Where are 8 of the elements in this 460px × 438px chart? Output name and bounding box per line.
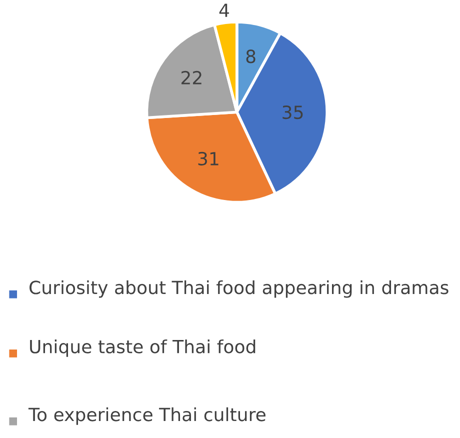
data-label: 31 — [198, 152, 218, 166]
legend-label: Curiosity about Thai food appearing in dramas — [30, 280, 448, 298]
data-label: 22 — [182, 70, 202, 84]
legend-label: Unique taste of Thai food — [30, 339, 256, 357]
data-label: 35 — [282, 105, 303, 120]
data-label: 8 — [246, 50, 256, 64]
legend-label: To experience Thai culture — [28, 407, 266, 425]
data-label: 4 — [219, 4, 229, 17]
